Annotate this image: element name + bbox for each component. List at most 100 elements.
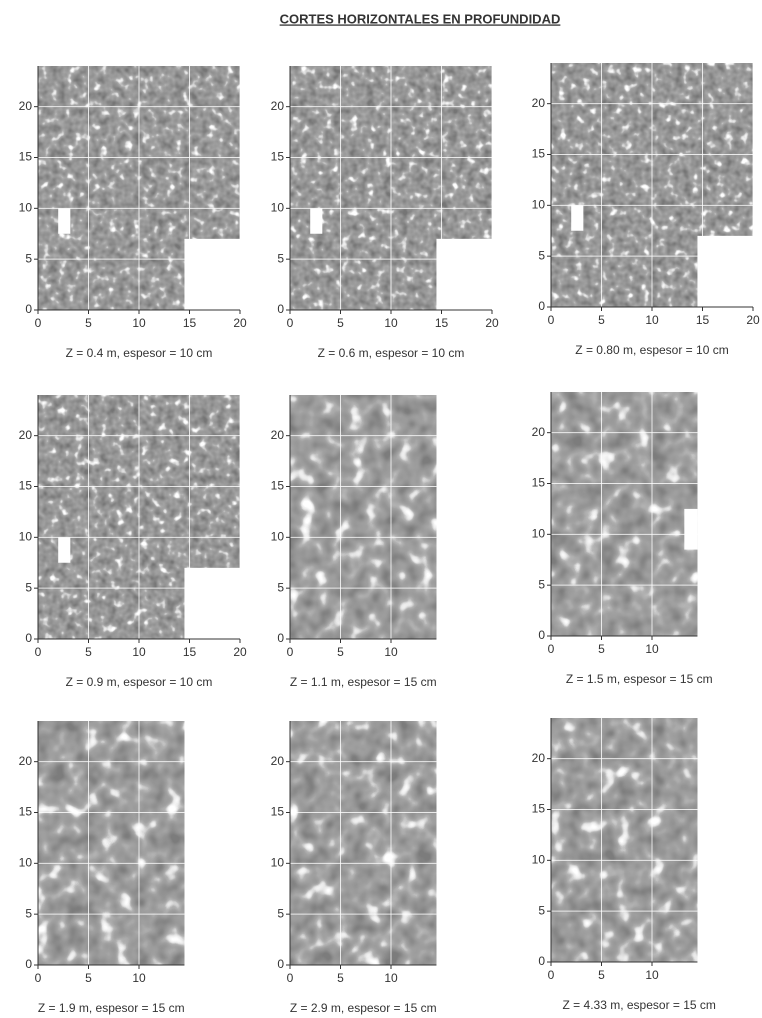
x-tick-label: 5 <box>598 313 605 327</box>
y-tick-label: 0 <box>277 302 284 316</box>
y-tick-label: 0 <box>277 957 284 971</box>
y-tick-label: 10 <box>532 853 546 867</box>
x-tick-label: 5 <box>85 316 92 330</box>
y-tick-label: 20 <box>19 428 33 442</box>
x-tick-label: 5 <box>598 968 605 982</box>
y-tick-label: 15 <box>532 476 546 490</box>
no-data-area <box>697 235 753 307</box>
x-tick-label: 10 <box>384 645 398 659</box>
x-tick-label: 5 <box>85 645 92 659</box>
y-tick-label: 10 <box>19 530 33 544</box>
x-tick-label: 0 <box>548 642 555 656</box>
no-data-area <box>58 208 71 234</box>
y-tick-label: 0 <box>538 299 545 313</box>
no-data-area <box>571 205 584 231</box>
x-tick-label: 5 <box>337 316 344 330</box>
caption: Z = 0.9 m, espesor = 10 cm <box>66 675 213 689</box>
x-tick-label: 10 <box>132 645 146 659</box>
depth-slice: 0 5 10 15 20 0 5 10 15 20 Z = 0.4 m, espesor = 10 … <box>19 66 247 360</box>
caption: Z = 4.33 m, espesor = 15 cm <box>563 998 716 1012</box>
caption: Z = 0.6 m, espesor = 10 cm <box>318 346 465 360</box>
y-tick-label: 5 <box>25 580 32 594</box>
caption: Z = 0.4 m, espesor = 10 cm <box>66 346 213 360</box>
x-tick-label: 15 <box>696 313 710 327</box>
x-tick-label: 20 <box>746 313 760 327</box>
y-tick-label: 10 <box>271 201 285 215</box>
x-tick-label: 10 <box>645 313 659 327</box>
y-tick-label: 10 <box>271 530 285 544</box>
y-tick-label: 15 <box>19 150 33 164</box>
x-tick-label: 0 <box>35 971 42 985</box>
y-tick-label: 0 <box>277 631 284 645</box>
y-tick-label: 5 <box>538 903 545 917</box>
caption: Z = 0.80 m, espesor = 10 cm <box>575 343 728 357</box>
x-tick-label: 15 <box>183 316 197 330</box>
x-tick-label: 5 <box>598 642 605 656</box>
no-data-area <box>184 238 240 310</box>
y-tick-label: 0 <box>25 957 32 971</box>
y-tick-label: 5 <box>25 251 32 265</box>
slice-image <box>38 721 185 965</box>
x-tick-label: 10 <box>384 316 398 330</box>
y-tick-label: 15 <box>532 802 546 816</box>
no-data-area <box>684 508 698 550</box>
y-tick-label: 10 <box>19 201 33 215</box>
y-tick-label: 20 <box>532 96 546 110</box>
y-tick-label: 5 <box>25 906 32 920</box>
y-tick-label: 20 <box>271 428 285 442</box>
y-tick-label: 20 <box>271 754 285 768</box>
y-tick-label: 20 <box>271 99 285 113</box>
x-tick-label: 5 <box>85 971 92 985</box>
y-tick-label: 10 <box>532 198 546 212</box>
y-tick-label: 0 <box>25 302 32 316</box>
y-tick-label: 15 <box>271 479 285 493</box>
x-tick-label: 20 <box>233 645 247 659</box>
y-tick-label: 20 <box>19 99 33 113</box>
y-tick-label: 20 <box>532 751 546 765</box>
depth-slice: 0 5 10 15 20 0 5 10 15 20 Z = 0.80 m, espesor = 10… <box>532 63 760 357</box>
y-tick-label: 0 <box>538 628 545 642</box>
x-tick-label: 0 <box>548 313 555 327</box>
y-tick-label: 5 <box>538 248 545 262</box>
x-tick-label: 0 <box>287 645 294 659</box>
y-tick-label: 15 <box>19 479 33 493</box>
depth-slice: 0 5 10 0 5 10 15 20 Z = 1.9 m, espesor = 15 cm <box>19 721 185 1015</box>
depth-slice: 0 5 10 15 20 0 5 10 15 20 Z = 0.9 m, espesor = 10 … <box>19 395 247 689</box>
y-tick-label: 20 <box>19 754 33 768</box>
y-tick-label: 5 <box>277 906 284 920</box>
slice-image <box>551 392 698 636</box>
x-tick-label: 15 <box>435 316 449 330</box>
x-tick-label: 5 <box>337 971 344 985</box>
y-tick-label: 10 <box>271 856 285 870</box>
slice-image <box>551 718 698 962</box>
y-tick-label: 0 <box>25 631 32 645</box>
caption: Z = 1.5 m, espesor = 15 cm <box>566 672 713 686</box>
x-tick-label: 10 <box>132 316 146 330</box>
y-tick-label: 5 <box>538 577 545 591</box>
y-tick-label: 10 <box>532 527 546 541</box>
x-tick-label: 10 <box>384 971 398 985</box>
y-tick-label: 15 <box>271 805 285 819</box>
caption: Z = 1.9 m, espesor = 15 cm <box>38 1001 185 1015</box>
x-tick-label: 10 <box>132 971 146 985</box>
no-data-area <box>184 567 240 639</box>
depth-slice: 0 5 10 15 20 0 5 10 15 20 Z = 0.6 m, espesor = 10 … <box>271 66 499 360</box>
depth-slice: 0 5 10 0 5 10 15 20 Z = 2.9 m, espesor = 15 cm <box>271 721 437 1015</box>
y-tick-label: 10 <box>19 856 33 870</box>
no-data-area <box>58 537 71 563</box>
y-tick-label: 15 <box>19 805 33 819</box>
x-tick-label: 20 <box>233 316 247 330</box>
x-tick-label: 5 <box>337 645 344 659</box>
depth-slice: 0 5 10 0 5 10 15 20 Z = 1.1 m, espesor = 15 cm <box>271 395 437 689</box>
y-tick-label: 0 <box>538 954 545 968</box>
slice-image <box>290 721 437 965</box>
depth-slice: 0 5 10 0 5 10 15 20 Z = 1.5 m, espesor = 15 cm <box>532 392 713 686</box>
x-tick-label: 10 <box>645 642 659 656</box>
x-tick-label: 0 <box>287 971 294 985</box>
x-tick-label: 0 <box>287 316 294 330</box>
x-tick-label: 10 <box>645 968 659 982</box>
x-tick-label: 0 <box>35 316 42 330</box>
no-data-area <box>310 208 323 234</box>
slice-image <box>290 395 437 639</box>
